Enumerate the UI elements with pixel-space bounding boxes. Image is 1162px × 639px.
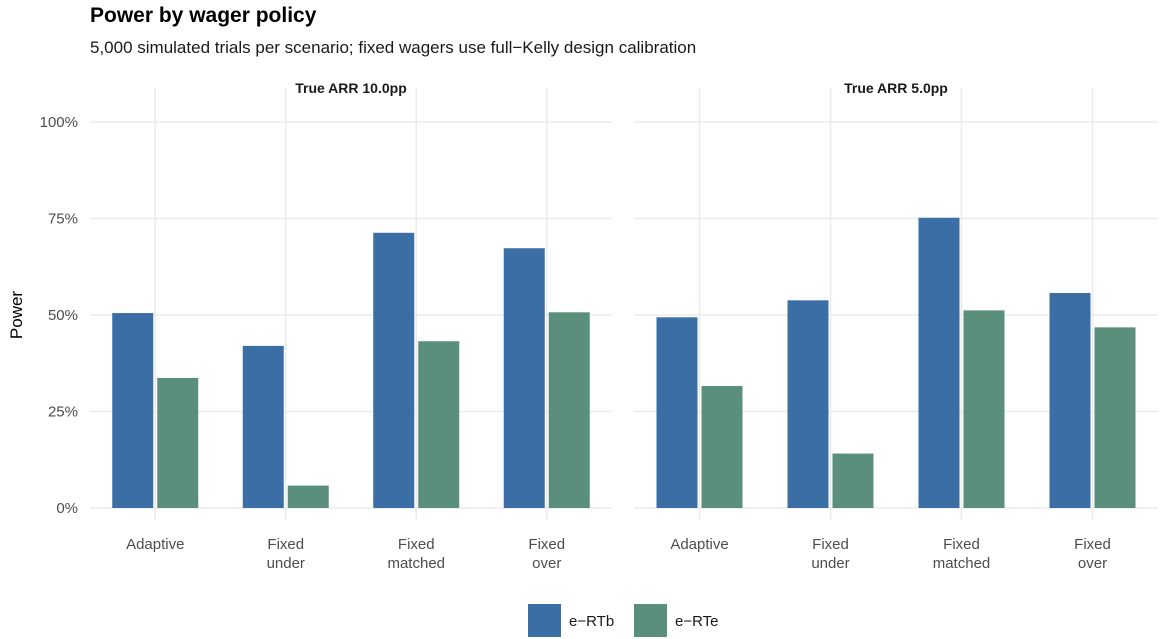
x-tick-label: over xyxy=(1078,555,1107,572)
bar-e-rte xyxy=(548,312,590,508)
y-tick-label: 25% xyxy=(48,404,78,421)
bar-e-rte xyxy=(287,485,329,508)
x-tick-label: under xyxy=(267,555,305,572)
legend-item-e-rtb: e−RTb xyxy=(528,604,614,637)
legend-item-e-rte: e−RTe xyxy=(634,604,719,637)
x-tick-label: Fixed xyxy=(812,536,849,553)
bar-e-rte xyxy=(701,386,743,508)
x-tick-label: under xyxy=(811,555,849,572)
bar-e-rtb xyxy=(242,345,284,508)
legend: e−RTb e−RTe xyxy=(528,604,719,637)
bar-e-rtb xyxy=(656,317,698,508)
bar-e-rtb xyxy=(112,313,154,508)
bar-e-rte xyxy=(157,377,199,508)
legend-label: e−RTb xyxy=(569,613,614,630)
legend-swatch xyxy=(634,604,667,637)
legend-swatch xyxy=(528,604,561,637)
facet-label: True ARR 5.0pp xyxy=(844,80,948,96)
x-tick-label: over xyxy=(532,555,561,572)
x-tick-label: Adaptive xyxy=(126,536,184,553)
bar-e-rtb xyxy=(1049,292,1091,508)
bar-e-rte xyxy=(963,310,1005,508)
y-tick-label: 0% xyxy=(56,500,78,517)
bar-e-rtb xyxy=(503,248,545,509)
bar-e-rtb xyxy=(787,300,829,508)
chart-subtitle: 5,000 simulated trials per scenario; fix… xyxy=(90,38,696,57)
x-tick-label: Fixed xyxy=(398,536,435,553)
x-tick-label: Fixed xyxy=(267,536,304,553)
y-axis: 0% 25% 50% 75% 100% xyxy=(40,114,78,517)
x-tick-label: matched xyxy=(933,555,991,572)
bar-e-rte xyxy=(418,341,460,508)
bar-e-rtb xyxy=(373,232,415,509)
legend-label: e−RTe xyxy=(675,613,719,630)
y-tick-label: 100% xyxy=(40,114,78,131)
x-tick-label: Fixed xyxy=(1074,536,1111,553)
panel-2: True ARR 5.0pp Adaptive Fixed under Fixed mat… xyxy=(634,80,1158,572)
panel-1: True ARR 10.0pp Adaptive Fixed under Fixed ma… xyxy=(90,80,612,572)
x-tick-label: Adaptive xyxy=(670,536,728,553)
x-tick-label: Fixed xyxy=(528,536,565,553)
bar-e-rtb xyxy=(918,217,960,508)
facet-label: True ARR 10.0pp xyxy=(295,80,407,96)
x-tick-label: matched xyxy=(387,555,445,572)
x-tick-label: Fixed xyxy=(943,536,980,553)
panels: True ARR 10.0pp Adaptive Fixed under Fixed ma… xyxy=(90,80,1158,572)
y-axis-label: Power xyxy=(7,291,26,340)
chart-title: Power by wager policy xyxy=(90,4,317,27)
y-tick-label: 75% xyxy=(48,211,78,228)
bar-e-rte xyxy=(832,453,874,508)
bar-e-rte xyxy=(1094,327,1136,508)
y-tick-label: 50% xyxy=(48,307,78,324)
